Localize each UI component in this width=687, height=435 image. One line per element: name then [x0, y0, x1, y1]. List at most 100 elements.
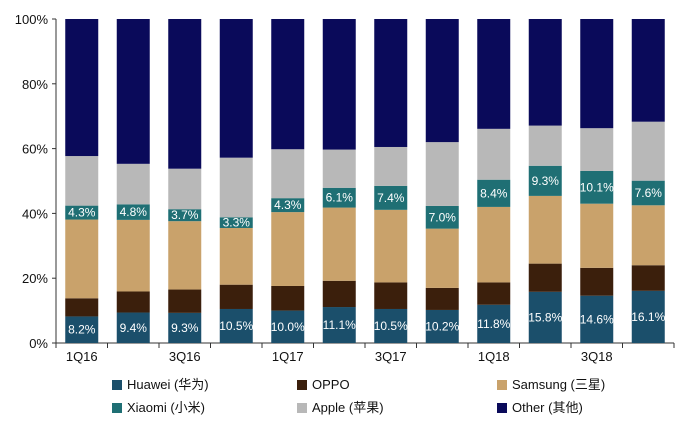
legend-label: Huawei (华为)	[127, 377, 209, 392]
bar-segment-huawei	[219, 308, 253, 343]
bar-segment-oppo	[65, 298, 99, 317]
bar-segment-samsung	[528, 195, 562, 264]
bar-segment-oppo	[528, 263, 562, 292]
data-label: 7.4%	[377, 191, 405, 205]
bar-segment-other	[425, 19, 459, 143]
legend-swatch	[112, 380, 122, 390]
x-tick-label: 3Q16	[169, 349, 201, 364]
bar-segment-samsung	[477, 206, 511, 283]
bar-segment-xiaomi	[477, 179, 511, 207]
legend-label: OPPO	[312, 377, 350, 392]
bar-segment-xiaomi	[580, 170, 614, 204]
bar-segment-oppo	[631, 265, 665, 291]
legend-label: Other (其他)	[512, 400, 583, 415]
bar-segment-apple	[528, 125, 562, 166]
bar-segment-huawei	[477, 304, 511, 343]
bar-segment-samsung	[271, 212, 305, 286]
bar-segment-oppo	[116, 291, 150, 313]
bar-segment-other	[477, 19, 511, 129]
bar-segment-huawei	[271, 310, 305, 343]
data-labels-layer: 8.2% 4.3% 9.4% 4.8% 9.3% 3.7% 10.5% 3.3% 10.0% 4.…	[68, 174, 666, 337]
bar-segment-xiaomi	[374, 185, 408, 210]
bar-segment-xiaomi	[116, 204, 150, 220]
data-label: 9.3%	[532, 174, 560, 188]
y-tick-label: 20%	[22, 271, 48, 286]
data-label: 10.5%	[219, 319, 253, 333]
bar-segment-other	[65, 19, 99, 157]
y-tick-label: 0%	[29, 336, 48, 351]
bar-segment-xiaomi	[65, 205, 99, 220]
bar-segment-xiaomi	[219, 217, 253, 228]
bar-segment-apple	[580, 128, 614, 171]
data-label: 3.3%	[223, 216, 251, 230]
data-label: 11.8%	[477, 317, 510, 331]
bar-segment-other	[580, 19, 614, 129]
data-label: 10.1%	[580, 180, 614, 194]
bar-segment-oppo	[168, 289, 202, 313]
legend-label: Apple (苹果)	[312, 400, 384, 415]
data-label: 8.2%	[68, 323, 96, 337]
bar-segment-samsung	[65, 219, 99, 299]
bar-segment-oppo	[477, 282, 511, 305]
bar-segment-oppo	[271, 285, 305, 311]
data-label: 3.7%	[171, 208, 199, 222]
data-label: 9.3%	[171, 321, 199, 335]
bar-segment-apple	[116, 163, 150, 205]
bar-segment-other	[631, 19, 665, 122]
legend-swatch	[497, 403, 507, 413]
x-tick-label: 3Q17	[375, 349, 407, 364]
bar-segment-samsung	[374, 209, 408, 283]
bar-segment-huawei	[168, 312, 202, 343]
y-tick-label: 80%	[22, 77, 48, 92]
bar-segment-oppo	[425, 287, 459, 310]
bar-segment-other	[528, 19, 562, 126]
y-tick-label: 60%	[22, 142, 48, 157]
bar-segment-apple	[219, 157, 253, 218]
bar-segment-huawei	[528, 291, 562, 343]
bar-segment-other	[374, 19, 408, 147]
data-label: 4.3%	[274, 198, 302, 212]
bar-segment-huawei	[116, 312, 150, 343]
bar-segment-apple	[477, 128, 511, 180]
data-label: 7.0%	[429, 210, 457, 224]
bar-segment-apple	[631, 121, 665, 181]
y-tick-label: 100%	[15, 12, 49, 27]
bar-segment-huawei	[374, 308, 408, 343]
bar-segment-xiaomi	[168, 209, 202, 222]
bar-segment-samsung	[116, 219, 150, 292]
legend: Huawei (华为) OPPO Samsung (三星) Xiaomi (小米) Ap…	[112, 377, 605, 415]
legend-label: Samsung (三星)	[512, 377, 605, 392]
data-label: 15.8%	[528, 310, 562, 324]
data-label: 16.1%	[631, 310, 665, 324]
bar-segment-huawei	[65, 316, 99, 343]
bars-layer	[65, 19, 665, 343]
bar-segment-other	[168, 19, 202, 169]
x-tick-label: 1Q18	[478, 349, 510, 364]
bar-segment-xiaomi	[631, 180, 665, 206]
bar-segment-huawei	[322, 307, 356, 343]
legend-swatch	[497, 380, 507, 390]
bar-segment-oppo	[322, 280, 356, 308]
bar-segment-oppo	[374, 282, 408, 309]
y-tick-label: 40%	[22, 206, 48, 221]
bar-segment-huawei	[631, 290, 665, 343]
bar-segment-apple	[374, 146, 408, 186]
bar-segment-huawei	[425, 309, 459, 343]
data-label: 7.6%	[635, 186, 663, 200]
bar-segment-samsung	[219, 227, 253, 285]
data-label: 4.3%	[68, 206, 96, 220]
bar-segment-apple	[65, 156, 99, 206]
data-label: 10.5%	[374, 319, 408, 333]
bar-segment-other	[271, 19, 305, 150]
data-label: 8.4%	[480, 186, 508, 200]
bar-segment-other	[322, 19, 356, 150]
data-label: 11.1%	[323, 318, 356, 332]
data-label: 10.0%	[271, 320, 305, 334]
bar-segment-apple	[168, 168, 202, 210]
bar-segment-samsung	[168, 221, 202, 290]
x-tick-label: 3Q18	[581, 349, 613, 364]
data-label: 10.2%	[425, 319, 459, 333]
axes-layer: 0% 20% 40% 60% 80% 100% 1Q16 3Q16 1Q17 3Q17 1Q18 3Q…	[15, 12, 675, 364]
data-label: 6.1%	[326, 191, 354, 205]
